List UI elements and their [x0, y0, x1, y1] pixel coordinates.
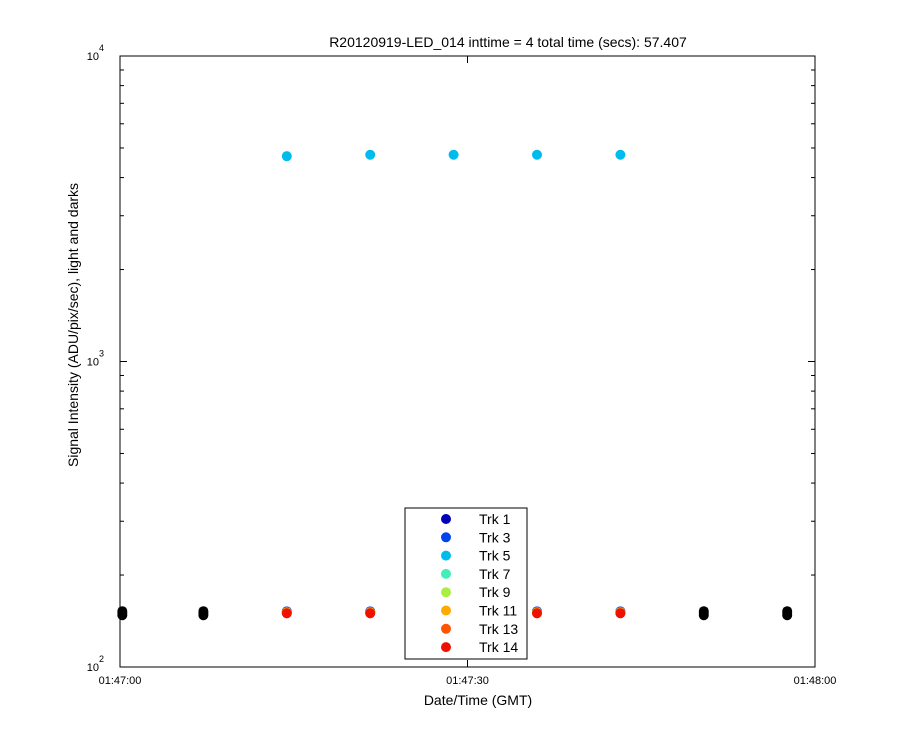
legend-label: Trk 14: [479, 639, 518, 655]
x-tick-label: 01:47:30: [446, 675, 489, 687]
dark-point: [782, 610, 793, 621]
legend-marker: [441, 642, 451, 653]
data-point-trk-8: [281, 608, 292, 619]
y-tick-label: 102: [87, 654, 104, 674]
data-point-trk-3: [365, 149, 376, 160]
plot-area: [117, 149, 793, 621]
legend-marker: [441, 550, 451, 561]
legend-marker: [441, 568, 451, 579]
data-point-trk-8: [532, 608, 542, 619]
data-point-trk-3: [615, 149, 626, 160]
legend-label: Trk 3: [479, 529, 511, 545]
data-point-trk-8: [615, 608, 626, 619]
legend-label: Trk 9: [479, 584, 511, 600]
y-axis-title: Signal Intensity (ADU/pix/sec), light an…: [65, 183, 81, 467]
legend-label: Trk 5: [479, 548, 511, 564]
legend-marker: [441, 623, 451, 634]
x-axis-title: Date/Time (GMT): [424, 692, 532, 708]
legend: Trk 1 Trk 3 Trk 5 Trk 7 Trk 9 Trk 11 Trk 13 Trk…: [404, 507, 528, 660]
dark-point: [198, 610, 209, 621]
legend-marker: [441, 605, 451, 616]
data-point-trk-3: [448, 149, 459, 160]
y-tick-label: 104: [87, 43, 104, 63]
legend-label: Trk 1: [479, 511, 511, 527]
dark-point: [698, 610, 709, 621]
y-tick-label: 103: [87, 349, 104, 369]
dark-point: [117, 610, 128, 621]
x-tick-label: 01:48:00: [794, 675, 837, 687]
chart-title: R20120919-LED_014 inttime = 4 total time…: [329, 34, 687, 50]
legend-marker: [441, 532, 451, 543]
legend-label: Trk 13: [479, 621, 518, 637]
legend-marker: [441, 514, 451, 524]
legend-marker: [441, 587, 451, 598]
axes: 01:47:00 01:47:30 01:48:00 102 103 104: [87, 43, 837, 687]
data-point-trk-3: [281, 151, 292, 162]
legend-label: Trk 7: [479, 566, 511, 582]
legend-box: [404, 507, 528, 660]
data-point-trk-3: [532, 149, 542, 160]
x-tick-label: 01:47:00: [99, 675, 142, 687]
data-point-trk-8: [365, 608, 376, 619]
legend-label: Trk 11: [479, 603, 517, 619]
